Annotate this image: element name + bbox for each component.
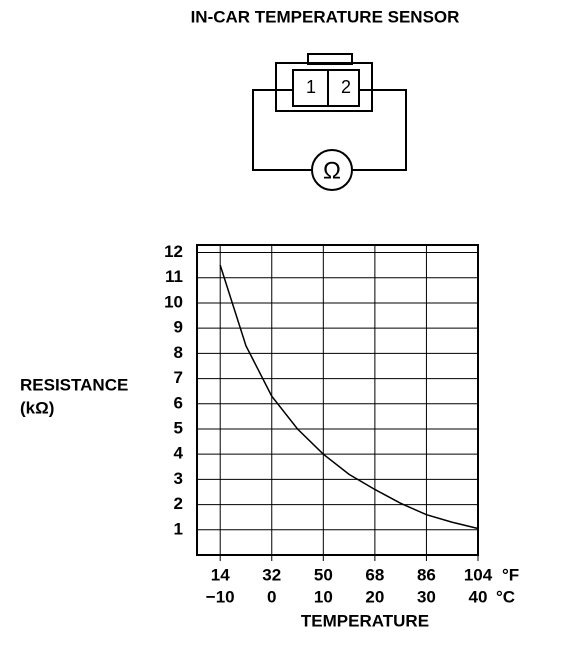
ohmmeter (311, 149, 353, 191)
x-tick-label: 20 (365, 587, 384, 606)
pin-label: 2 (341, 77, 351, 97)
connector-latch (307, 53, 353, 65)
x2-tick-label: 32 (262, 565, 281, 584)
x-tick-label: 40 (469, 587, 488, 606)
y-tick-label: 5 (174, 418, 183, 437)
meter-symbol: Ω (323, 157, 341, 184)
connector (252, 53, 407, 191)
x-axis-label: TEMPERATURE (301, 611, 429, 630)
y-tick-label: 12 (164, 242, 183, 261)
y-axis-label: (kΩ) (20, 398, 54, 417)
y-tick-label: 11 (165, 267, 183, 286)
x-unit: °C (496, 587, 515, 606)
x-tick-label: 30 (417, 587, 436, 606)
y-tick-label: 7 (174, 368, 183, 387)
x2-unit: °F (502, 565, 519, 584)
connector-face (292, 69, 360, 107)
x-tick-label: 10 (314, 587, 333, 606)
wire (352, 89, 407, 171)
y-tick-label: 1 (174, 519, 183, 538)
pin-label: 1 (306, 77, 316, 97)
y-tick-label: 10 (164, 292, 183, 311)
x-tick-label: 0 (267, 587, 276, 606)
y-tick-label: 4 (174, 444, 184, 463)
y-axis-label: RESISTANCE (20, 375, 128, 394)
curve (219, 264, 479, 530)
plot-frame (196, 244, 479, 556)
y-tick-label: 3 (174, 469, 183, 488)
x-tick-label: −10 (206, 587, 235, 606)
y-tick-label: 2 (174, 494, 183, 513)
x2-tick-label: 86 (417, 565, 436, 584)
y-tick-label: 8 (174, 343, 183, 362)
title: IN-CAR TEMPERATURE SENSOR (191, 7, 460, 26)
x2-tick-label: 68 (365, 565, 384, 584)
x2-tick-label: 14 (211, 565, 230, 584)
y-tick-label: 6 (174, 393, 183, 412)
x2-tick-label: 50 (314, 565, 333, 584)
x2-tick-label: 104 (464, 565, 493, 584)
wire (252, 89, 312, 171)
y-tick-label: 9 (174, 318, 183, 337)
